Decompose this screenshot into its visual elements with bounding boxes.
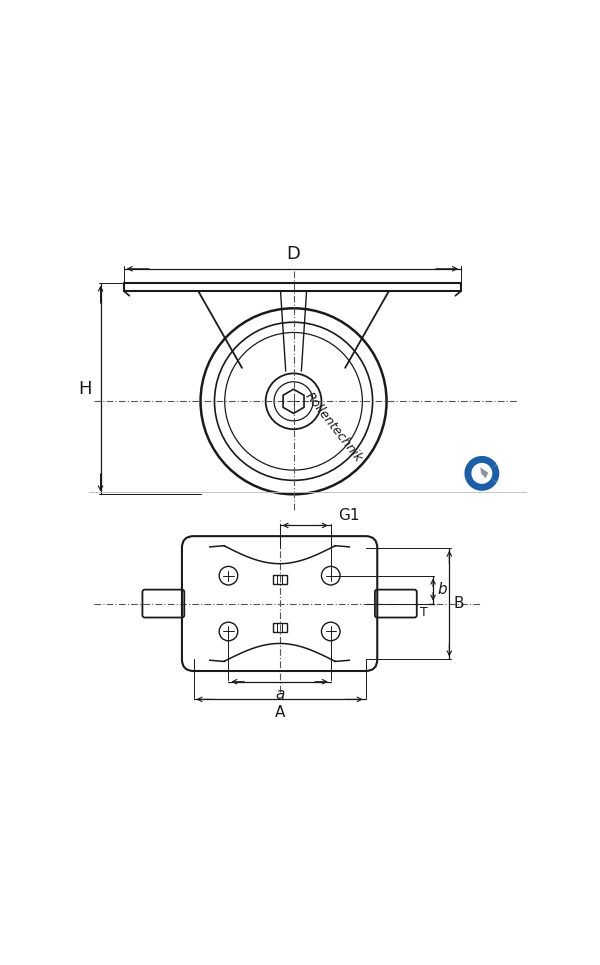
Text: b: b bbox=[438, 582, 448, 597]
Text: G1: G1 bbox=[338, 509, 359, 523]
Text: A: A bbox=[274, 705, 285, 720]
Text: a: a bbox=[275, 687, 284, 703]
Text: T: T bbox=[420, 606, 427, 619]
Text: H: H bbox=[79, 379, 92, 398]
Text: Rollentechnik: Rollentechnik bbox=[302, 390, 364, 464]
Text: D: D bbox=[287, 245, 301, 263]
Polygon shape bbox=[479, 466, 489, 479]
Bar bbox=[272, 575, 287, 584]
Text: B: B bbox=[454, 596, 464, 611]
Bar bbox=[272, 623, 287, 632]
